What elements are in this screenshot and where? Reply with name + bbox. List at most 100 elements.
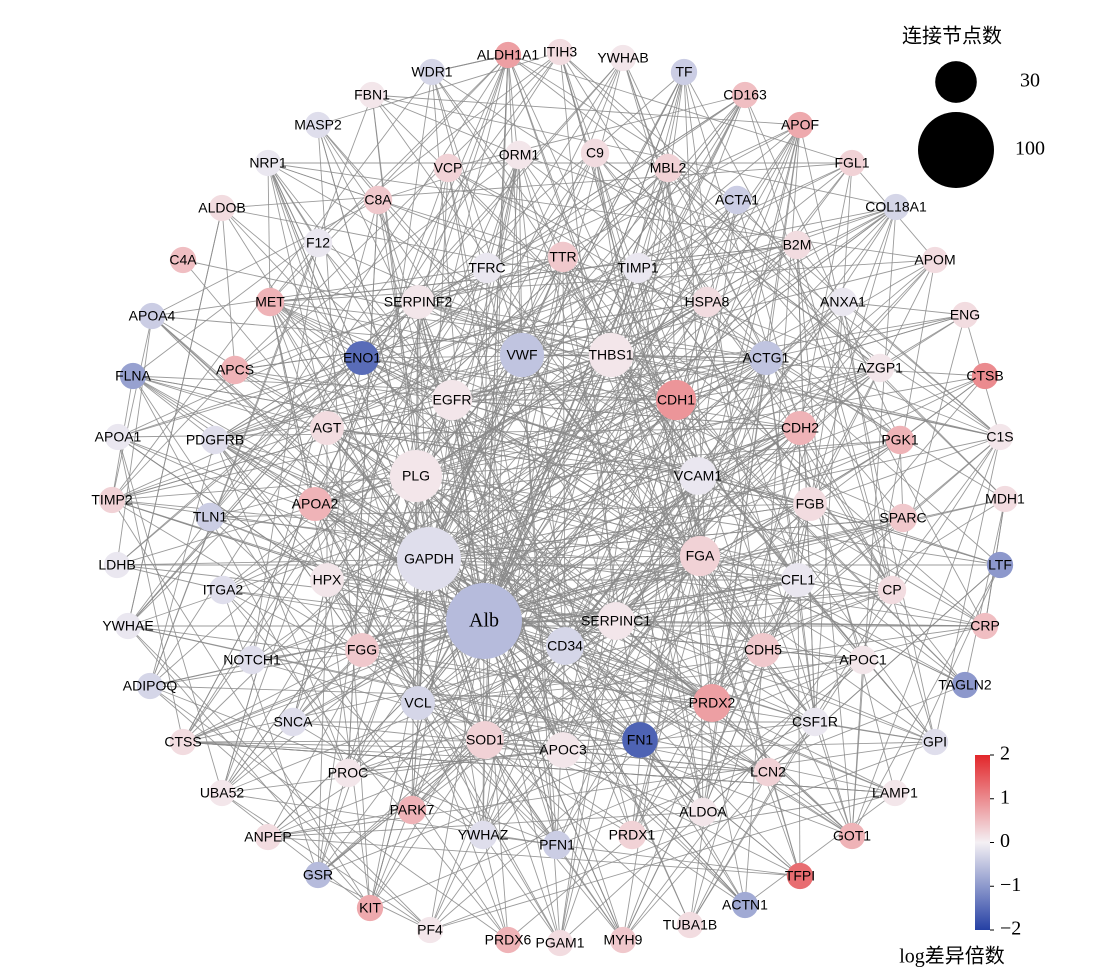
edge — [149, 242, 319, 687]
edge — [934, 436, 1001, 743]
edge — [483, 375, 986, 622]
edge — [214, 259, 936, 441]
edge — [269, 301, 363, 359]
edge — [326, 579, 641, 741]
node-label: PRDX1 — [609, 827, 656, 843]
node — [433, 153, 463, 183]
edge — [292, 54, 509, 723]
edge — [484, 739, 704, 813]
edge — [711, 124, 801, 704]
edge — [559, 51, 893, 591]
node-label: PLG — [402, 468, 430, 484]
node — [298, 487, 332, 521]
edge — [417, 625, 986, 704]
edge — [127, 625, 431, 931]
node — [546, 38, 574, 66]
edge — [483, 354, 612, 622]
node-label: ANXA1 — [820, 294, 866, 310]
node-label: SNCA — [274, 714, 314, 730]
edge — [486, 267, 764, 651]
edge — [117, 436, 328, 581]
edge — [214, 267, 639, 441]
edge — [111, 499, 371, 909]
edge — [594, 152, 746, 906]
node — [446, 583, 522, 659]
node-label: F12 — [306, 235, 330, 251]
edge — [111, 499, 986, 627]
node-label: MDH1 — [985, 491, 1025, 507]
edge — [221, 207, 363, 359]
node-label: PFN1 — [539, 837, 575, 853]
edge — [326, 162, 853, 429]
node-label: UBA52 — [200, 785, 245, 801]
edge — [667, 167, 901, 441]
node-label: LAMP1 — [872, 785, 918, 801]
node — [104, 423, 132, 451]
edge — [484, 739, 691, 926]
edge — [842, 301, 966, 316]
edge — [615, 620, 713, 704]
node-label: ACTN1 — [722, 897, 768, 913]
node-label: C8A — [364, 192, 392, 208]
edge — [292, 721, 564, 751]
edge — [559, 71, 685, 944]
node — [609, 44, 637, 72]
node — [783, 411, 817, 445]
edge — [269, 301, 417, 477]
edge — [361, 357, 801, 429]
node-label: NRP1 — [249, 155, 287, 171]
node — [401, 686, 435, 720]
node — [971, 612, 999, 640]
node-label: CD163 — [723, 87, 767, 103]
edge — [371, 94, 801, 126]
node — [310, 411, 344, 445]
node — [136, 672, 164, 700]
edge — [744, 94, 901, 441]
edge — [637, 244, 798, 269]
edge — [267, 162, 484, 836]
edge — [347, 625, 986, 774]
legend: 连接节点数 log差异倍数 30 100 2 1 0 −1 −2 — [899, 25, 1045, 968]
node-label: MASP2 — [294, 117, 342, 133]
node-label: ENG — [950, 307, 980, 323]
node — [881, 779, 909, 807]
node — [138, 302, 166, 330]
node — [653, 153, 683, 183]
node-label: PRDX6 — [485, 932, 532, 948]
node — [838, 822, 866, 850]
edge — [431, 71, 699, 477]
size-legend-title: 连接节点数 — [902, 25, 1002, 48]
edge — [507, 54, 1001, 438]
edge — [428, 301, 708, 560]
edge — [111, 315, 153, 501]
edge — [317, 124, 453, 401]
edge — [317, 558, 430, 876]
node-label: CD34 — [547, 638, 583, 654]
edge — [326, 579, 558, 846]
edge — [765, 357, 799, 581]
node-label: FGA — [686, 548, 715, 564]
edge — [222, 589, 485, 622]
edge — [417, 301, 1001, 438]
node — [401, 285, 435, 319]
node-label: COL18A1 — [865, 199, 927, 215]
edge — [221, 792, 431, 931]
edge — [117, 436, 184, 743]
edge — [518, 154, 936, 743]
node — [208, 779, 236, 807]
edge — [564, 645, 713, 704]
edge — [251, 579, 799, 661]
edge — [891, 314, 966, 591]
edge — [483, 54, 509, 622]
edge — [369, 124, 801, 909]
edge — [269, 301, 430, 560]
edge — [683, 71, 986, 627]
node — [786, 862, 814, 890]
edge — [451, 57, 624, 401]
node-label: VCAM1 — [674, 468, 722, 484]
edge — [711, 702, 853, 837]
node-label: SERPINC1 — [581, 613, 651, 629]
edge — [292, 721, 484, 836]
node — [991, 485, 1019, 513]
node — [691, 286, 723, 318]
